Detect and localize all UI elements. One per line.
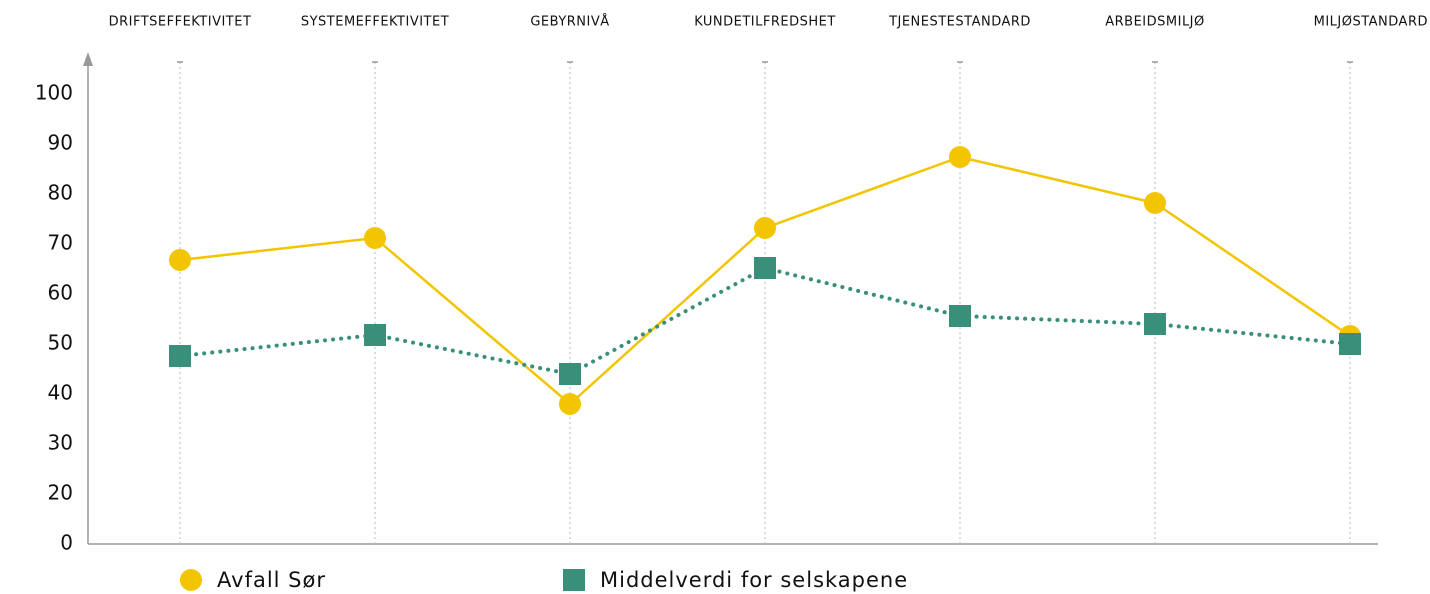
y-tick-label: 20 bbox=[48, 481, 73, 505]
point bbox=[169, 345, 191, 367]
legend-label: Avfall Sør bbox=[217, 568, 326, 592]
series-line bbox=[178, 155, 1352, 406]
y-tick-label: 100 bbox=[35, 81, 73, 105]
y-tick-label: 30 bbox=[48, 431, 73, 455]
y-tick-label: 70 bbox=[48, 231, 73, 255]
x-tick-label: MILJØSTANDARD bbox=[1314, 15, 1428, 30]
legend-swatch bbox=[180, 569, 202, 591]
x-tick-label: DRIFTSEFFEKTIVITET bbox=[109, 15, 252, 30]
x-tick-label: TJENESTESTANDARD bbox=[888, 15, 1031, 30]
y-tick-label: 80 bbox=[48, 181, 73, 205]
point bbox=[559, 393, 581, 415]
point bbox=[559, 363, 581, 385]
point bbox=[169, 249, 191, 271]
point bbox=[1144, 192, 1166, 214]
x-tick-label: SYSTEMEFFEKTIVITET bbox=[301, 15, 449, 30]
point bbox=[754, 257, 776, 279]
y-tick-label: 60 bbox=[48, 281, 73, 305]
x-tick-label: KUNDETILFREDSHET bbox=[694, 15, 836, 30]
point bbox=[364, 227, 386, 249]
point bbox=[949, 146, 971, 168]
y-tick-label: 90 bbox=[48, 131, 73, 155]
point bbox=[1144, 313, 1166, 335]
legend-swatch bbox=[563, 569, 585, 591]
point bbox=[754, 217, 776, 239]
point bbox=[1339, 333, 1361, 355]
x-tick-label: GEBYRNIVÅ bbox=[530, 14, 609, 30]
y-tick-label: 0 bbox=[60, 531, 73, 555]
legend-label: Middelverdi for selskapene bbox=[600, 568, 908, 592]
point bbox=[949, 305, 971, 327]
point bbox=[364, 324, 386, 346]
y-tick-label: 40 bbox=[48, 381, 73, 405]
y-axis-arrow bbox=[83, 52, 93, 66]
x-tick-label: ARBEIDSMILJØ bbox=[1105, 15, 1205, 30]
y-tick-label: 50 bbox=[48, 331, 73, 355]
